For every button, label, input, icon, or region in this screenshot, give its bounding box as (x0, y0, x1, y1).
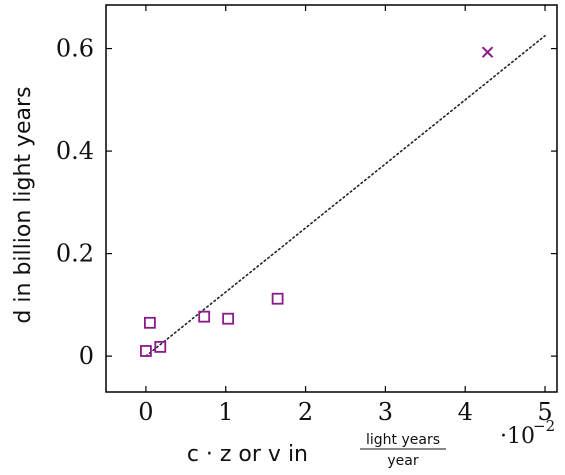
x-multiplier-base: ·10 (500, 424, 535, 449)
y-tick-label: 0.2 (56, 240, 94, 268)
x-tick-label: 5 (537, 398, 552, 426)
y-tick-label: 0 (79, 342, 94, 370)
data-point-cross (481, 46, 494, 58)
x-tick-label: 1 (218, 398, 233, 426)
y-axis-label: d in billion light years (11, 86, 36, 323)
data-point-square (222, 312, 235, 325)
y-tick-label: 0.4 (56, 137, 94, 165)
x-tick-label: 3 (378, 398, 393, 426)
plot-frame (105, 4, 558, 393)
points-layer (140, 46, 494, 357)
fit-layer (145, 34, 546, 357)
x-tick-label: 2 (298, 398, 313, 426)
x-axis-unit-denominator: year (387, 453, 418, 469)
data-point-square (154, 340, 167, 353)
ticks-layer: 0 1 2 3 4 5 0 0.2 0.4 0.6 (56, 5, 557, 426)
data-point-square (144, 316, 156, 329)
data-point-square (271, 292, 284, 305)
x-multiplier-exponent: −2 (533, 417, 555, 435)
x-tick-label: 0 (138, 398, 153, 426)
data-point-cross-stroke (481, 46, 494, 58)
x-tick-label: 4 (458, 398, 473, 426)
fit-line (145, 34, 546, 357)
data-point-square (140, 345, 152, 357)
x-axis-label: c · z or v in (187, 442, 308, 467)
x-axis-unit-numerator: light years (366, 432, 440, 448)
y-tick-label: 0.6 (56, 35, 94, 63)
data-point-square (198, 310, 211, 323)
